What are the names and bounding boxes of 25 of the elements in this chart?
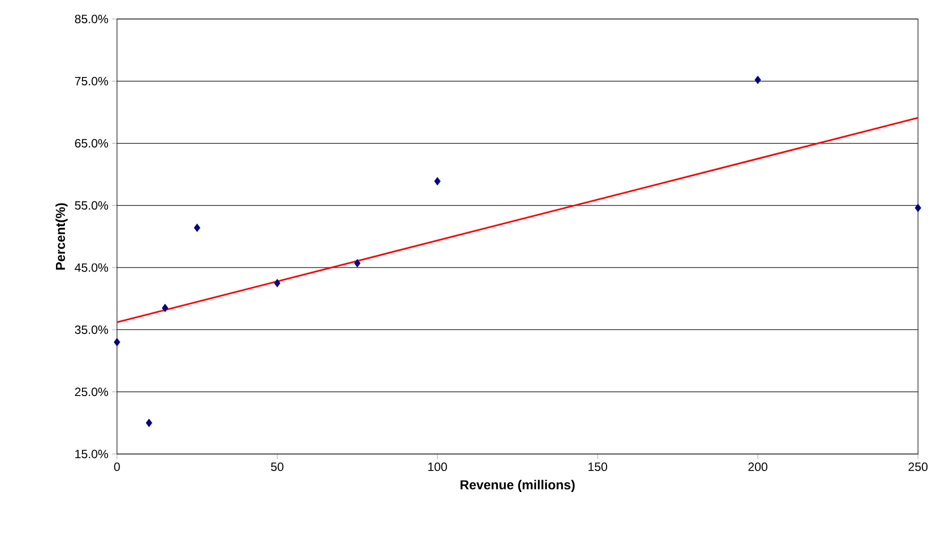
y-tick-label: 55.0%: [74, 201, 108, 210]
x-axis-title: Revenue (millions): [460, 480, 575, 492]
point: [754, 76, 762, 84]
point: [274, 278, 280, 288]
point: [146, 418, 152, 428]
y-tick-label: 85.0%: [74, 14, 108, 24]
x-tick-label: 250: [908, 462, 928, 472]
y-tick-label: 65.0%: [75, 139, 108, 148]
y-tick-label: 45.0%: [74, 263, 108, 272]
point: [194, 224, 200, 232]
x-tick-label: 0: [114, 462, 120, 472]
point: [914, 204, 922, 212]
y-tick-label: 25.0%: [75, 388, 108, 396]
x-tick-label: 50: [271, 462, 284, 472]
y-tick-label: 15.0%: [75, 450, 108, 458]
x-tick-label: 100: [428, 462, 447, 472]
point: [114, 338, 120, 346]
x-tick-label: 200: [748, 462, 768, 472]
point: [162, 304, 168, 312]
y-axis-title: Percent(%): [55, 203, 68, 270]
y-tick-label: 35.0%: [74, 325, 108, 334]
y-tick-label: 75.0%: [75, 76, 108, 86]
point: [434, 176, 441, 186]
x-tick-label: 150: [588, 462, 608, 472]
point: [354, 259, 361, 268]
